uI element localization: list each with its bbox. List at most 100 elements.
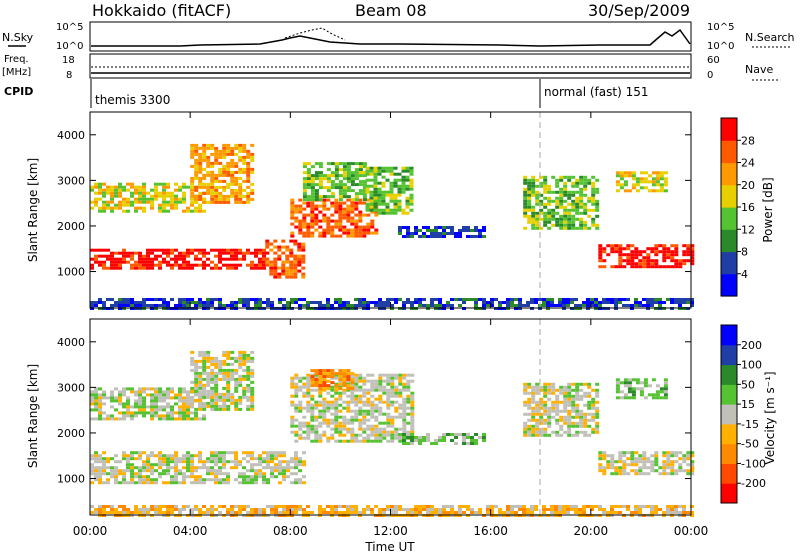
power-cell [122, 188, 126, 192]
velocity-cell [390, 433, 395, 437]
velocity-cell [94, 454, 98, 458]
power-cell [354, 204, 359, 208]
velocity-cell [398, 373, 403, 377]
velocity-cell [634, 463, 639, 467]
velocity-cell [330, 511, 334, 514]
velocity-cell [246, 374, 251, 378]
velocity-cell [306, 505, 310, 508]
velocity-cell [642, 472, 647, 476]
velocity-cell [142, 463, 146, 467]
velocity-cell [342, 372, 347, 376]
velocity-cell [122, 475, 126, 479]
velocity-cell [126, 399, 130, 403]
velocity-cell [346, 439, 351, 443]
velocity-cell [394, 430, 399, 434]
velocity-cell [122, 508, 126, 511]
power-cell [166, 301, 170, 304]
velocity-cell [234, 386, 239, 390]
velocity-cell [234, 460, 238, 464]
velocity-cell [514, 511, 518, 514]
velocity-cell [190, 380, 195, 384]
power-cell [551, 190, 556, 194]
power-cell [118, 266, 122, 270]
velocity-cell [362, 436, 367, 440]
velocity-cell [274, 463, 278, 467]
power-cell [218, 200, 223, 204]
power-cell [158, 298, 162, 301]
velocity-cell [366, 418, 371, 422]
velocity-cell [290, 457, 294, 461]
time-tick-label: 08:00 [273, 524, 308, 538]
velocity-cell [406, 385, 411, 389]
power-cell [301, 242, 306, 246]
power-cell [293, 239, 298, 243]
velocity-cell [378, 382, 383, 386]
power-cell [498, 301, 502, 304]
power-cell [230, 152, 235, 156]
velocity-cell [330, 369, 335, 373]
velocity-cell [638, 454, 643, 458]
power-cell [634, 250, 639, 254]
velocity-cell [654, 454, 659, 458]
power-cell [146, 263, 150, 267]
power-cell [389, 199, 394, 203]
velocity-cell [202, 511, 206, 514]
power-cell [302, 162, 307, 166]
power-cell [150, 188, 154, 192]
power-cell [218, 155, 223, 159]
power-cell [358, 168, 363, 172]
power-cell [290, 201, 295, 205]
power-cell [354, 198, 359, 202]
velocity-cell [170, 390, 174, 394]
power-cell [535, 199, 540, 203]
power-cell [354, 225, 359, 229]
velocity-cell [322, 415, 327, 419]
power-cell [166, 251, 170, 255]
velocity-cell [382, 433, 387, 437]
velocity-cell [174, 466, 178, 470]
power-cell [174, 304, 178, 307]
velocity-cell [535, 382, 540, 386]
power-cell [186, 298, 190, 301]
velocity-cell [222, 451, 226, 455]
power-cell [659, 183, 664, 187]
power-cell [362, 213, 367, 217]
power-cell [666, 247, 671, 251]
power-cell [450, 229, 454, 232]
velocity-cell [386, 376, 391, 380]
velocity-cell [130, 411, 134, 415]
power-cell [94, 260, 98, 264]
power-cell [302, 183, 307, 187]
velocity-cell [182, 466, 186, 470]
power-cell [598, 253, 603, 257]
velocity-cell [250, 350, 255, 354]
velocity-cell [218, 368, 223, 372]
velocity-cell [402, 436, 406, 439]
velocity-cell [402, 373, 407, 377]
velocity-cell [226, 371, 231, 375]
power-y-tick-label: 3000 [57, 174, 85, 187]
power-cell [94, 203, 98, 207]
power-cell [102, 304, 106, 307]
power-cell [409, 193, 414, 197]
power-cell [234, 191, 239, 195]
velocity-cell [318, 412, 323, 416]
velocity-cell [670, 466, 675, 470]
velocity-cell [402, 424, 407, 428]
velocity-cell [595, 421, 600, 425]
power-cell [531, 211, 536, 215]
velocity-cell [563, 430, 568, 434]
power-cell [298, 204, 303, 208]
velocity-cell [206, 377, 211, 381]
power-cell [302, 219, 307, 223]
power-cell [154, 191, 158, 195]
power-cell [142, 301, 146, 304]
velocity-cell [543, 430, 548, 434]
velocity-cell [162, 511, 166, 514]
power-cell [142, 257, 146, 261]
power-cell [579, 190, 584, 194]
power-cell [434, 226, 438, 229]
time-tick-label: 00:00 [674, 524, 709, 538]
velocity-cell [591, 400, 596, 404]
velocity-cell [194, 386, 199, 390]
